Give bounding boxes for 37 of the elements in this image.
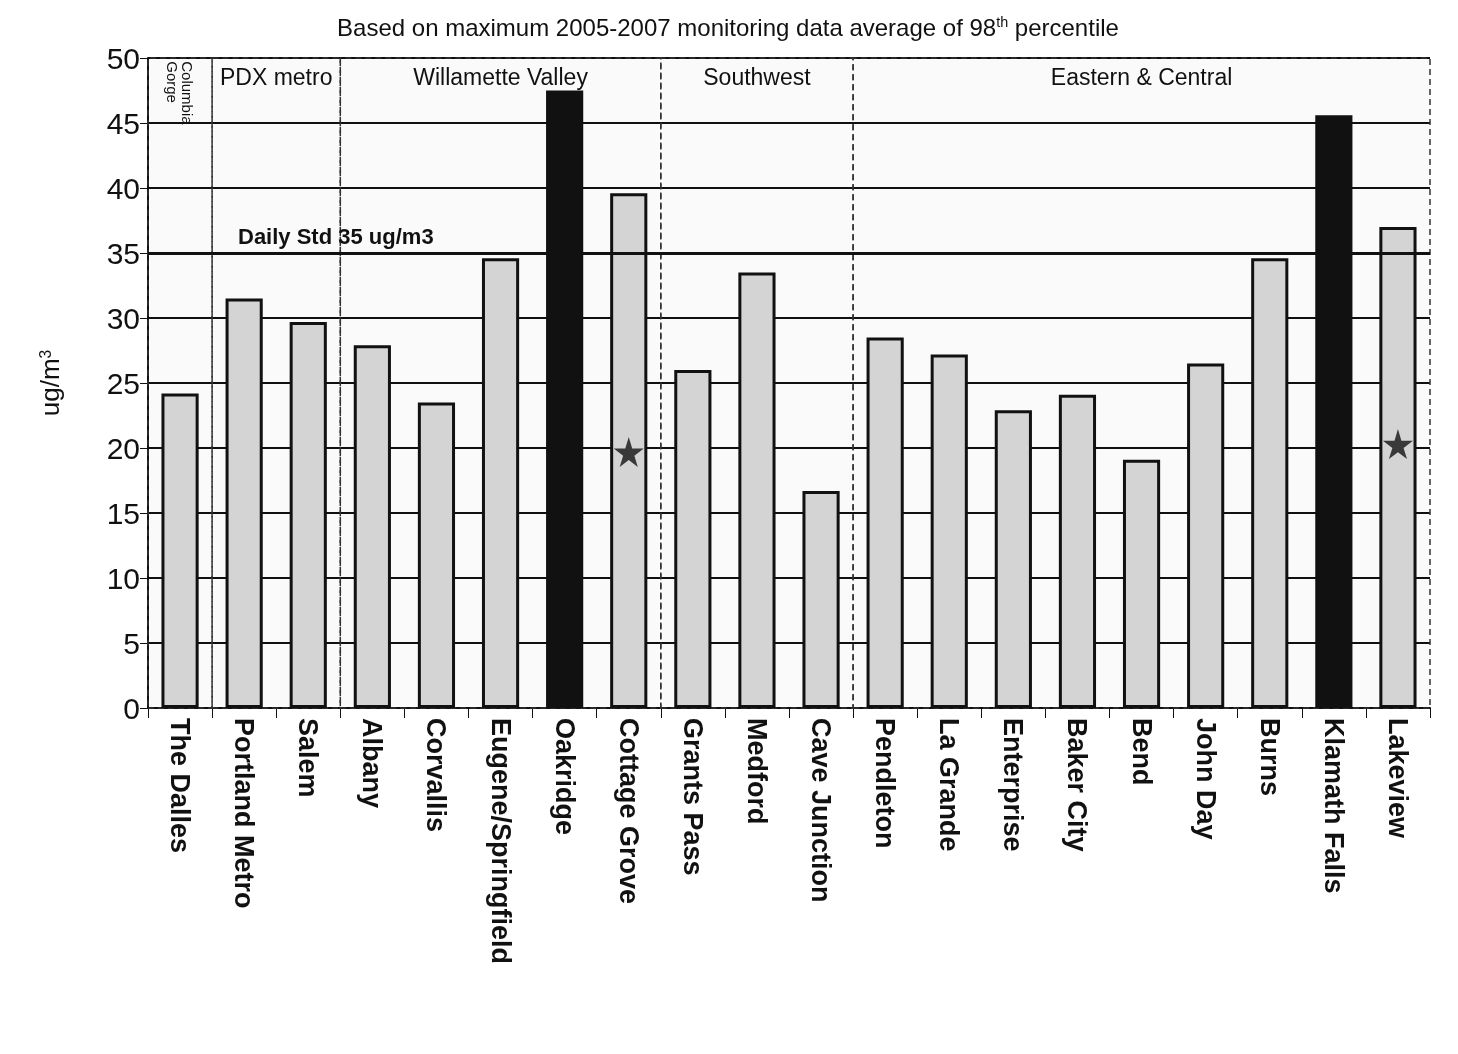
x-tick-label: Bend — [1126, 718, 1157, 786]
y-axis-title: ug/m3 — [35, 349, 65, 417]
x-tick-label: Burns — [1254, 718, 1285, 797]
y-tick-label: 20 — [106, 431, 140, 465]
band-label: PDX metro — [219, 63, 333, 90]
x-tick-label: Cave Junction — [806, 718, 837, 903]
x-tick-label: Portland Metro — [229, 718, 260, 909]
x-tick-label: Baker City — [1062, 718, 1093, 852]
y-tick-label: 35 — [106, 236, 140, 270]
x-tick-label: Albany — [357, 718, 388, 809]
x-tick-label: Medford — [741, 718, 772, 825]
x-tick-label: The Dalles — [165, 718, 196, 854]
y-tick-label: 5 — [123, 626, 140, 660]
band-label: Columbia Gorge — [164, 61, 197, 129]
y-tick-label: 50 — [106, 41, 140, 75]
y-tick-label: 25 — [106, 366, 140, 400]
y-tick-label: 15 — [106, 496, 140, 530]
x-tick-label: Klamath Falls — [1318, 718, 1349, 894]
x-tick-label: Corvallis — [421, 718, 452, 833]
x-tick-label: Grants Pass — [677, 718, 708, 876]
x-tick-label: John Day — [1190, 718, 1221, 840]
y-tick-label: 0 — [123, 691, 140, 725]
x-tick-label: Eugene/Springfield — [485, 718, 516, 965]
y-tick-label: 30 — [106, 301, 140, 335]
y-tick-label: 10 — [106, 561, 140, 595]
x-tick-label: Salem — [293, 718, 324, 798]
x-tick-label: Lakeview — [1382, 718, 1413, 840]
y-tick-label: 40 — [106, 171, 140, 205]
band-label: Southwest — [703, 63, 812, 90]
x-tick-label: Cottage Grove — [613, 718, 644, 905]
band-label: Willamette Valley — [413, 63, 589, 90]
x-tick-label: Oakridge — [549, 718, 580, 836]
y-tick-label: 45 — [106, 106, 140, 140]
x-tick-label: La Grande — [934, 718, 965, 852]
band-label: Eastern & Central — [1050, 63, 1233, 90]
x-tick-label: Enterprise — [998, 718, 1029, 852]
x-tick-label: Pendleton — [870, 718, 901, 849]
